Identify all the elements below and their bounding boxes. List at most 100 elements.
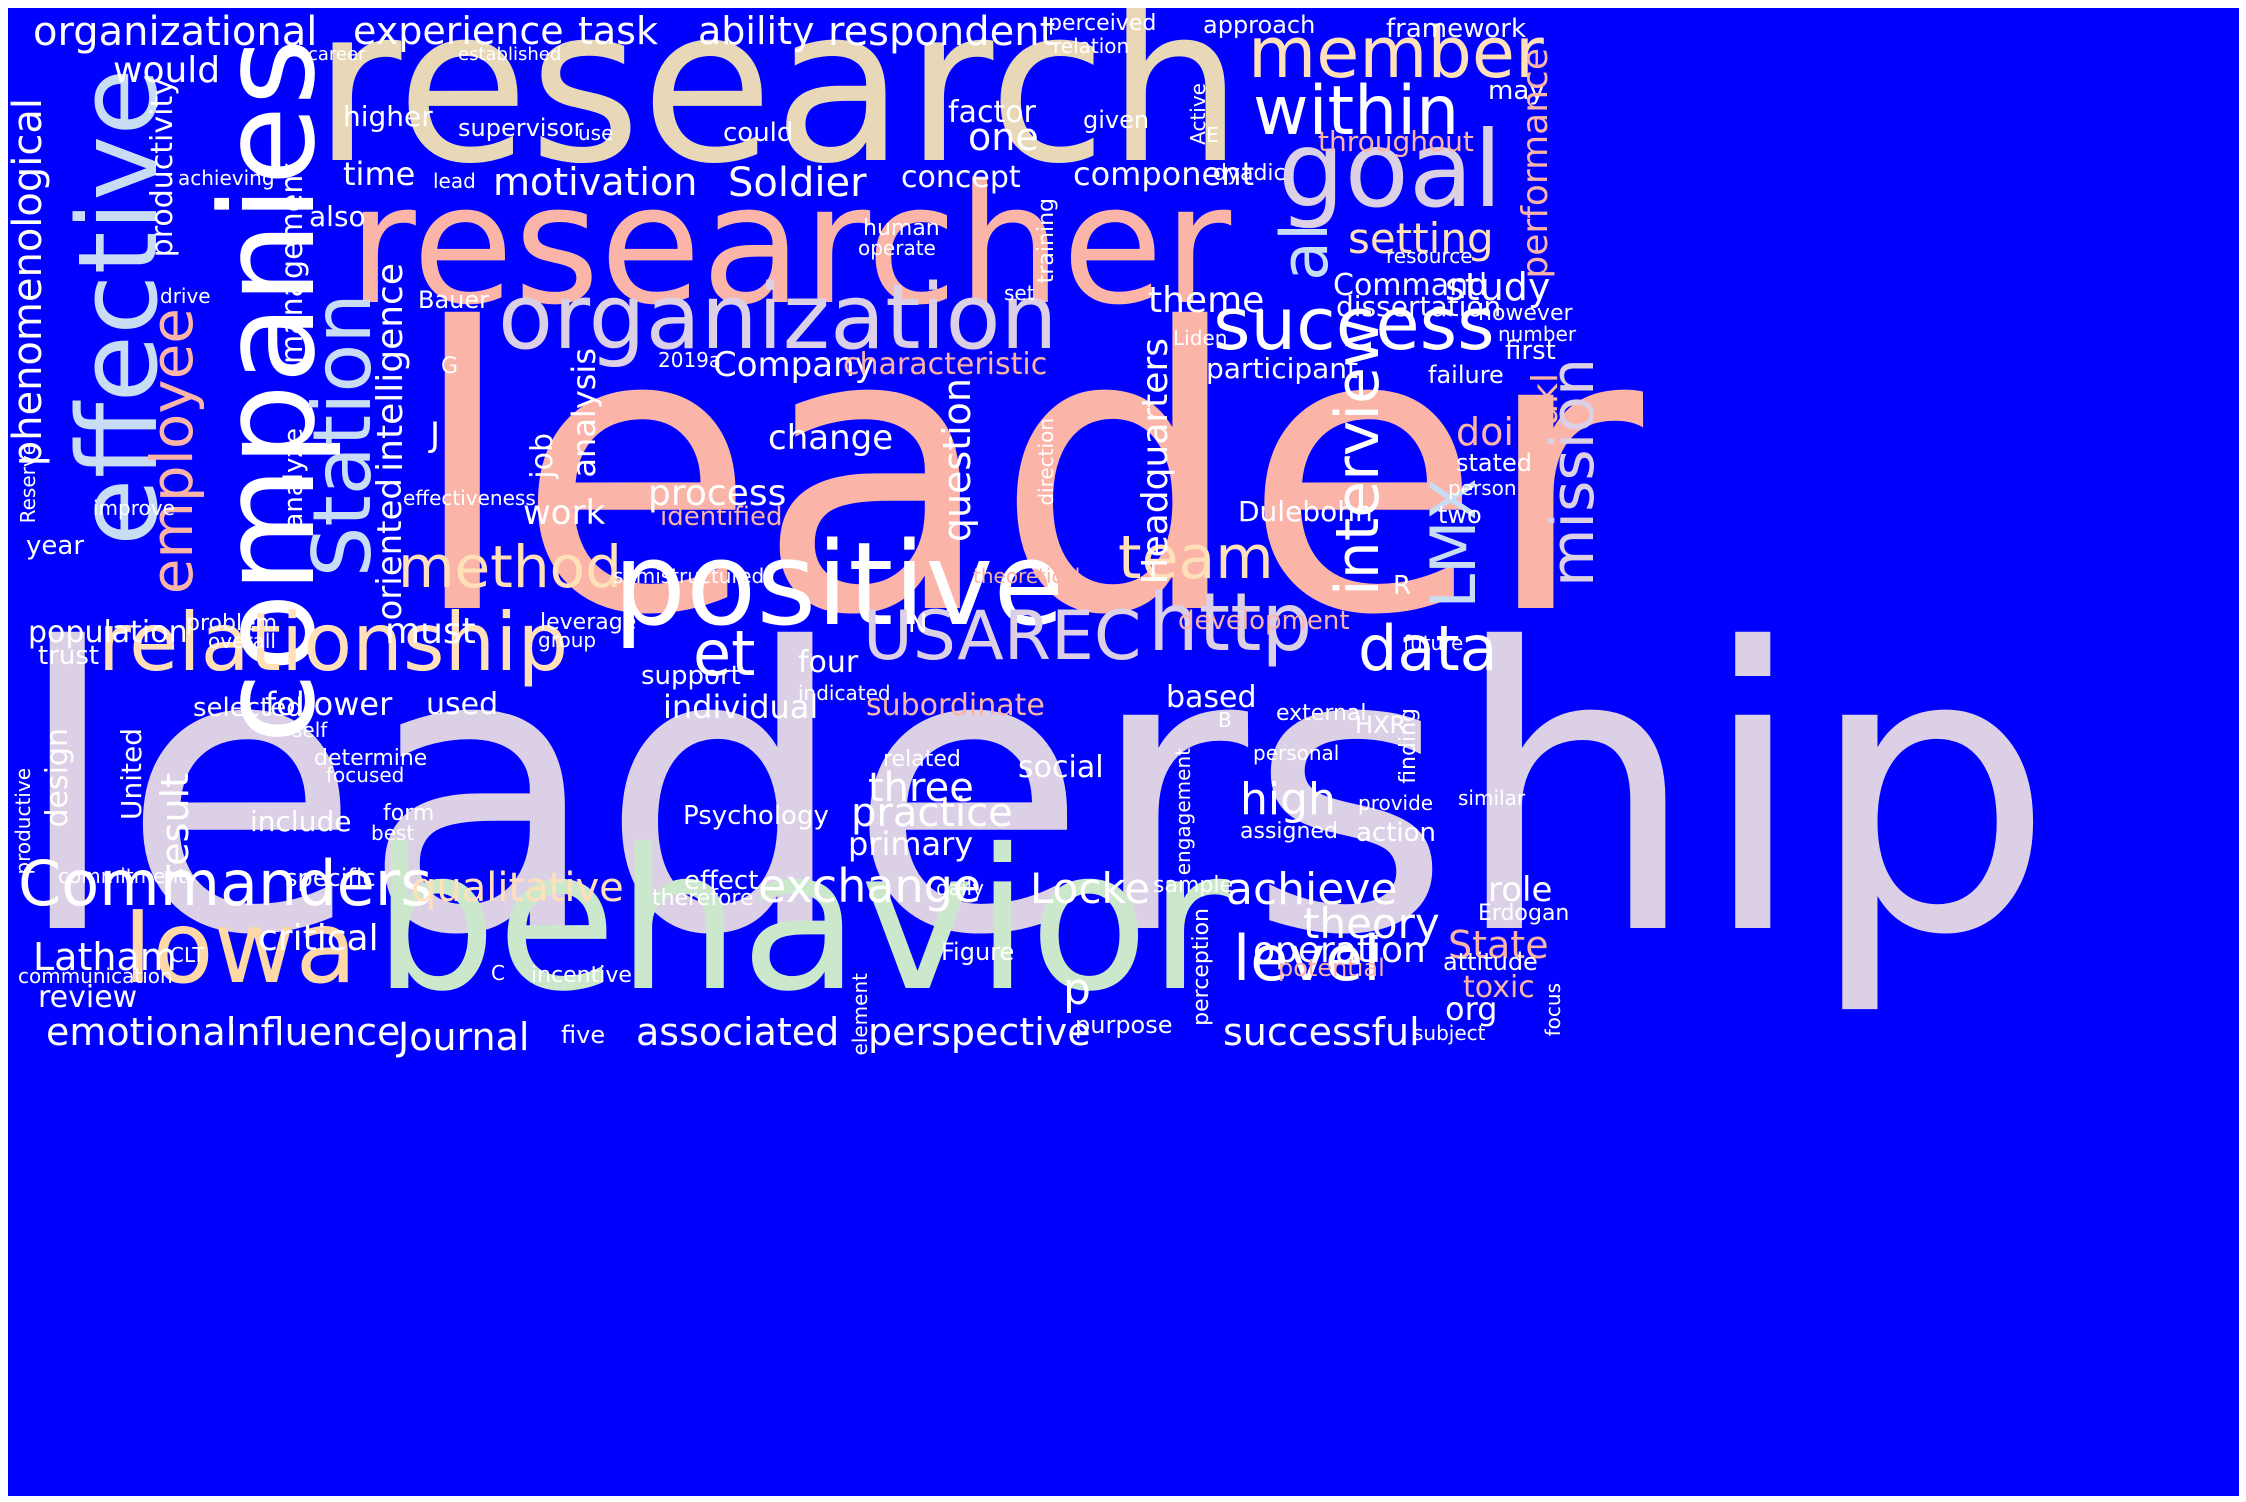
cloud-word: communication xyxy=(18,964,173,988)
cloud-word: theoretical xyxy=(973,564,1081,588)
cloud-word: personal xyxy=(1253,741,1340,765)
cloud-word: Headquarters xyxy=(1135,338,1176,585)
cloud-word: include xyxy=(250,805,352,838)
cloud-word: number xyxy=(1498,322,1577,346)
cloud-word: may xyxy=(1488,76,1545,106)
cloud-word: behavior xyxy=(373,807,1229,1034)
cloud-word: employee xyxy=(138,308,206,595)
cloud-word: C xyxy=(491,961,505,985)
cloud-word: Erdogan xyxy=(1478,901,1570,926)
cloud-word: effect xyxy=(684,866,759,896)
cloud-word: human xyxy=(863,216,940,241)
cloud-word: Journal xyxy=(398,1015,530,1059)
cloud-word: also xyxy=(309,200,366,233)
cloud-word: theme xyxy=(1148,280,1265,321)
cloud-word: must xyxy=(385,611,476,652)
cloud-word: ability xyxy=(698,9,815,53)
cloud-word: leverage xyxy=(540,610,637,635)
cloud-word: relation xyxy=(1053,34,1130,58)
cloud-word: productivity xyxy=(145,78,180,258)
cloud-word: intelligence xyxy=(370,263,411,472)
cloud-word: work xyxy=(523,493,606,533)
cloud-word: four xyxy=(798,645,859,680)
cloud-word: subordinate xyxy=(866,688,1045,723)
cloud-word: selected xyxy=(193,693,303,723)
cloud-word: focus xyxy=(1541,983,1565,1037)
cloud-word: engagement xyxy=(1171,748,1195,876)
cloud-word: method xyxy=(398,533,622,601)
cloud-word: similar xyxy=(1458,786,1526,810)
cloud-word: performance xyxy=(1515,48,1556,279)
cloud-word: trust xyxy=(38,641,100,671)
cloud-word: task xyxy=(578,9,658,53)
cloud-word: exchange xyxy=(758,859,982,913)
cloud-word: characteristic xyxy=(843,347,1048,382)
cloud-word: lead xyxy=(433,169,476,193)
cloud-word: Company xyxy=(713,345,875,385)
cloud-word: improve xyxy=(93,496,175,520)
cloud-word: component xyxy=(1073,155,1255,193)
cloud-word: doi xyxy=(1456,410,1514,454)
cloud-word: motivation xyxy=(493,160,698,204)
cloud-word: et xyxy=(693,617,756,690)
cloud-word: respondent xyxy=(828,9,1056,55)
cloud-word: training xyxy=(1034,198,1059,284)
cloud-word: analysis xyxy=(565,348,603,478)
cloud-word: focused xyxy=(326,763,405,787)
cloud-word: perception xyxy=(1189,908,1214,1026)
cloud-word: level xyxy=(1233,922,1381,995)
cloud-word: used xyxy=(426,687,499,722)
cloud-word: positive xyxy=(613,518,1065,652)
cloud-word: approach xyxy=(1203,11,1316,39)
cloud-word: http xyxy=(1148,576,1313,669)
cloud-word: associated xyxy=(636,1010,840,1054)
cloud-word: assigned xyxy=(1240,819,1338,844)
cloud-word: influence xyxy=(226,1010,401,1054)
cloud-word: data xyxy=(1358,612,1498,685)
cloud-word: individual xyxy=(663,688,819,726)
cloud-word: Locke xyxy=(1030,864,1151,913)
cloud-word: within xyxy=(1253,72,1460,151)
cloud-word: primary xyxy=(848,825,974,863)
cloud-word: throughout xyxy=(1318,125,1474,158)
cloud-word: process xyxy=(648,473,787,514)
cloud-word: USAREC xyxy=(863,597,1142,676)
cloud-word: review xyxy=(38,980,138,1015)
cloud-word: problem xyxy=(186,611,278,636)
cloud-word: design xyxy=(40,728,75,828)
cloud-word: oriented xyxy=(370,478,410,621)
cloud-word: one xyxy=(968,115,1039,159)
cloud-word: direction xyxy=(1034,418,1058,506)
cloud-word: based xyxy=(1166,680,1257,715)
cloud-word: Dulebohn xyxy=(1238,495,1373,528)
cloud-word: Commanders xyxy=(18,847,433,920)
cloud-word: operation xyxy=(1253,930,1426,971)
cloud-word: HXR xyxy=(1355,711,1407,739)
cloud-word: determine xyxy=(314,746,428,771)
cloud-word: effectiveness xyxy=(403,486,536,510)
cloud-word: perspective xyxy=(868,1010,1091,1054)
cloud-word: first xyxy=(1505,336,1556,366)
cloud-word: leader xyxy=(408,246,1644,700)
cloud-word: Command xyxy=(1333,268,1488,303)
cloud-word: framework xyxy=(1386,14,1527,44)
cloud-word: B xyxy=(1218,708,1232,732)
cloud-word: dyadic xyxy=(1213,161,1286,186)
cloud-word: p xyxy=(1063,964,1091,1015)
cloud-word: finding xyxy=(1396,708,1421,784)
cloud-word: participant xyxy=(1206,352,1359,385)
cloud-word: supervisor xyxy=(458,114,584,142)
cloud-word: member xyxy=(1248,12,1544,94)
cloud-word: stated xyxy=(1456,449,1533,477)
cloud-word: State xyxy=(1448,923,1549,967)
cloud-word: theory xyxy=(1303,899,1440,948)
cloud-word: dissertation xyxy=(1336,290,1502,323)
cloud-word: management xyxy=(275,163,310,364)
cloud-word: related xyxy=(883,747,961,772)
cloud-word: attitude xyxy=(1443,948,1538,976)
cloud-word: al xyxy=(1268,223,1343,281)
cloud-word: change xyxy=(768,418,894,458)
cloud-word: external xyxy=(1276,701,1367,726)
cloud-word: subject xyxy=(1413,1021,1486,1045)
cloud-word: question xyxy=(935,378,979,543)
